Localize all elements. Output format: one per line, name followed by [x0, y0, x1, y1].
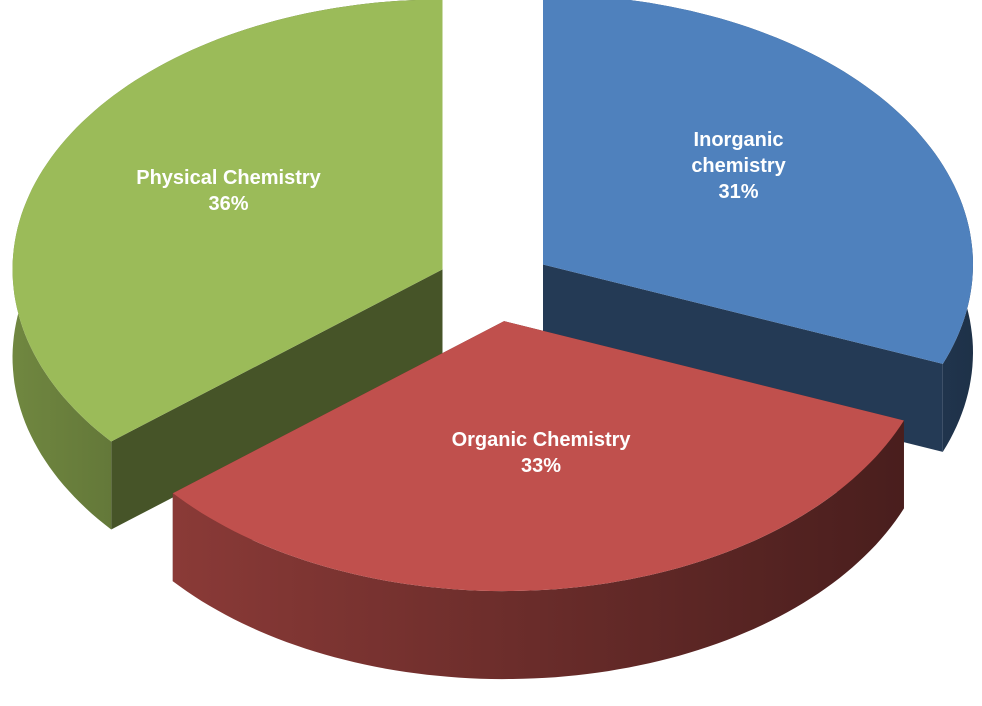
- slice-wall: [543, 264, 943, 452]
- slice: [172, 321, 904, 680]
- slice-top: [543, 0, 973, 364]
- data-label: Physical Chemistry 36%: [99, 165, 359, 217]
- slice-percent: 31%: [718, 180, 759, 203]
- slice-wall: [111, 269, 443, 530]
- slice-side: [172, 420, 904, 680]
- slice-percent: 36%: [208, 193, 249, 216]
- slice-top: [12, 0, 443, 442]
- data-label: Organic Chemistry 33%: [411, 427, 671, 479]
- slice: [543, 0, 973, 452]
- slice-name: Inorganic chemistry: [691, 128, 786, 177]
- slice-percent: 33%: [521, 454, 562, 477]
- slice-top: [172, 321, 904, 592]
- slice-name: Physical Chemistry: [136, 167, 321, 190]
- slice: [12, 0, 443, 530]
- slice-name: Organic Chemistry: [451, 428, 631, 451]
- data-label: Inorganic chemistry 31%: [664, 127, 814, 205]
